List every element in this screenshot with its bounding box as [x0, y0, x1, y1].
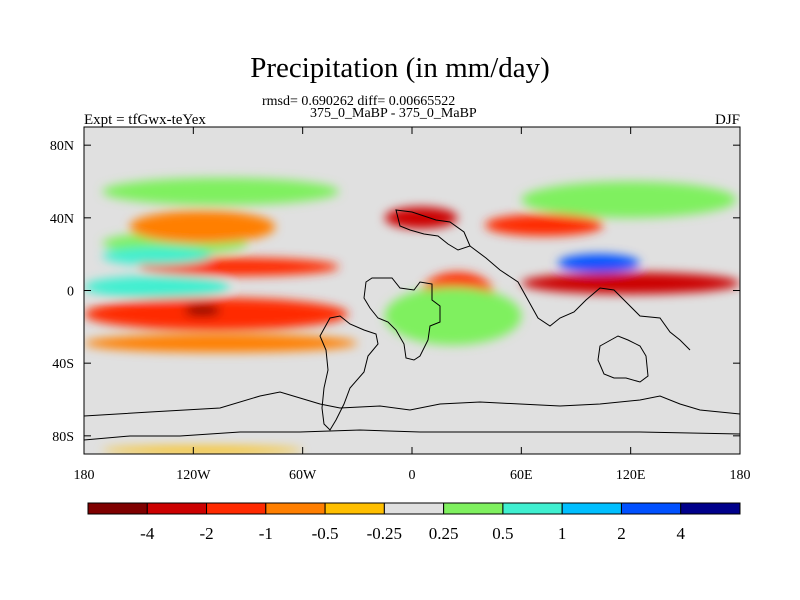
colorbar-swatch-8: [561, 502, 622, 515]
colorbar-swatch-0: [87, 502, 148, 515]
colorbar-label-4: -0.25: [367, 524, 402, 543]
precip-region-3: [129, 210, 276, 244]
precip-region-0: [102, 177, 340, 206]
y-tick-label-3: 40S: [52, 357, 74, 372]
x-tick-label-4: 60E: [510, 468, 533, 483]
axes-layer: 180 120W 60W 0 60E 120E 180 80N 40N 0 40S 80S: [50, 127, 751, 483]
x-tick-label-5: 120E: [616, 468, 646, 483]
coastline-antarctica: [84, 391, 740, 417]
colorbar-swatch-4: [324, 502, 385, 515]
precip-region-11: [184, 305, 221, 316]
chart-title: Precipitation (in mm/day): [250, 52, 550, 84]
colorbar-label-7: 1: [558, 524, 567, 543]
colorbar-swatch-3: [265, 502, 326, 515]
coastline-africa: [363, 277, 441, 361]
coastline-australia: [597, 335, 649, 383]
precip-region-15: [384, 286, 522, 345]
precip-region-16: [102, 446, 303, 454]
x-tick-label-3: 0: [409, 468, 416, 483]
colorbar-label-8: 2: [617, 524, 626, 543]
coastline-asia: [469, 245, 691, 351]
precip-region-7: [102, 246, 212, 266]
colorbar-label-3: -0.5: [312, 524, 339, 543]
stats-line: rmsd= 0.690262 diff= 0.00665522: [262, 94, 456, 109]
chart-subtitle: 375_0_MaBP - 375_0_MaBP: [310, 106, 477, 121]
colorbar-label-2: -1: [259, 524, 273, 543]
precip-region-5: [484, 214, 604, 237]
experiment-label: Expt = tfGwx-teYex: [84, 112, 206, 128]
precip-region-9: [521, 272, 740, 295]
precip-region-4: [384, 206, 458, 229]
x-tick-label-6: 180: [730, 468, 751, 483]
y-tick-label-0: 80N: [50, 139, 74, 154]
colorbar-label-9: 4: [676, 524, 685, 543]
precip-region-14: [84, 334, 358, 353]
colorbar-label-0: -4: [140, 524, 155, 543]
y-tick-label-2: 0: [67, 285, 74, 300]
colorbar-swatch-9: [620, 502, 682, 515]
colorbar-label-1: -2: [199, 524, 213, 543]
y-tick-label-1: 40N: [50, 212, 74, 227]
x-tick-label-1: 120W: [176, 468, 211, 483]
colorbar-label-6: 0.5: [492, 524, 513, 543]
precip-region-10: [84, 297, 349, 331]
coastline-south-america: [319, 315, 379, 431]
colorbar: -4 -2 -1 -0.5 -0.25 0.25 0.5 1 2 4: [87, 502, 741, 543]
colorbar-swatch-7: [502, 502, 563, 515]
colorbar-swatch-6: [443, 502, 504, 515]
colorbar-swatch-2: [206, 502, 267, 515]
coastline-layer: [84, 209, 740, 441]
x-tick-label-2: 60W: [289, 468, 317, 483]
colorbar-swatch-5: [383, 502, 445, 515]
coastline-antarctic-shelf: [84, 429, 740, 441]
coastline-europe: [395, 209, 471, 251]
colorbar-label-5: 0.25: [429, 524, 459, 543]
colorbar-swatch-1: [146, 502, 208, 515]
precip-region-13: [84, 275, 230, 298]
precip-region-8: [557, 254, 640, 273]
y-tick-label-4: 80S: [52, 430, 74, 445]
precip-field-layer: [84, 177, 740, 454]
x-tick-label-0: 180: [74, 468, 95, 483]
precip-region-1: [521, 181, 737, 218]
colorbar-swatch-10: [680, 502, 741, 515]
season-label: DJF: [714, 112, 740, 128]
